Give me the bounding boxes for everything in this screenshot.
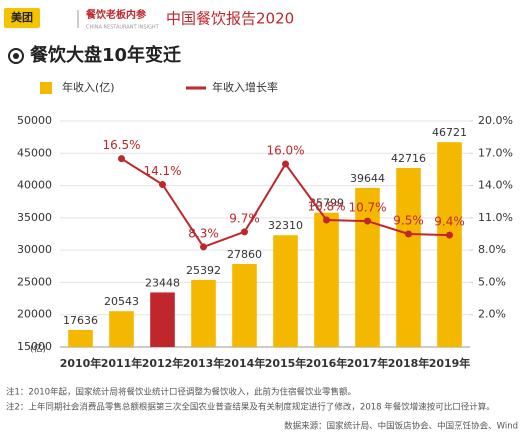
note: 注1：2010年起，国家统计局将餐饮业统计口径调整为餐饮收入，此前为住宿餐饮业零… <box>6 387 356 398</box>
x-tick-label: 2010年 <box>60 356 102 370</box>
bar <box>232 263 257 347</box>
x-tick-label: 2016年 <box>306 356 348 370</box>
line-point <box>159 180 166 188</box>
bar <box>396 168 421 347</box>
bar <box>109 311 134 347</box>
x-tick-label: 2011年 <box>101 356 143 370</box>
y-tick-label: 20000 <box>17 308 52 321</box>
partner-sub: CHINA RESTAURANT INSIGHT <box>86 25 160 31</box>
line-value-label: 16.5% <box>102 138 140 152</box>
line-point <box>118 155 125 163</box>
line-value-label: 9.7% <box>229 211 260 225</box>
line-value-label: 14.1% <box>143 164 181 178</box>
line-value-label: 10.7% <box>348 201 386 215</box>
line-value-label: 10.8% <box>307 200 345 214</box>
y-tick-label: 25000 <box>17 275 52 288</box>
line-point <box>200 243 207 251</box>
line-point <box>241 228 248 236</box>
y2-tick-label: 8.0% <box>478 243 506 256</box>
y-tick-label: 40000 <box>17 179 52 192</box>
x-tick-label: 2017年 <box>347 356 389 370</box>
y2-tick-label: 20.0% <box>478 114 513 127</box>
bar <box>314 212 339 347</box>
brand: 美团 <box>11 10 33 24</box>
title-icon <box>8 48 24 64</box>
y-unit: (亿) <box>30 343 46 355</box>
y2-tick-label: 14.0% <box>478 179 513 192</box>
line-value-label: 9.4% <box>434 215 465 229</box>
x-tick-label: 2014年 <box>224 356 266 370</box>
bar-value-label: 25392 <box>186 264 221 277</box>
y2-tick-label: 11.0% <box>478 211 513 224</box>
bar <box>68 329 93 347</box>
report-title: 中国餐饮报告2020 <box>166 10 294 28</box>
bar <box>437 142 462 347</box>
y-tick-label: 45000 <box>17 146 52 159</box>
bar <box>191 279 216 347</box>
note: 注2：上年同期社会消费品零售总额根据第三次全国农业普查结果及有关制度规定进行了修… <box>6 402 495 413</box>
bar-value-label: 23448 <box>145 276 180 289</box>
bar-value-label: 39644 <box>350 172 385 185</box>
bar <box>273 235 298 347</box>
y-tick-label: 15000 <box>17 340 52 353</box>
line-value-label: 8.3% <box>188 226 219 240</box>
bar-value-label: 17636 <box>63 314 98 327</box>
x-tick-label: 2019年 <box>429 356 471 370</box>
line-point <box>323 216 330 224</box>
y2-tick-label: 17.0% <box>478 146 513 159</box>
line-point <box>405 230 412 238</box>
source: 数据来源：国家统计局、中国饭店协会、中国烹饪协会、Wind <box>284 421 518 432</box>
bar-value-label: 27860 <box>227 248 262 261</box>
y-tick-label: 35000 <box>17 211 52 224</box>
x-tick-label: 2018年 <box>388 356 430 370</box>
line-point <box>364 217 371 225</box>
chart-title: 餐饮大盘10年变迁 <box>29 44 181 66</box>
bar-value-label: 46721 <box>432 126 467 139</box>
y-tick-label: 50000 <box>17 114 52 127</box>
partner: 餐饮老板内参 <box>85 8 146 21</box>
y2-tick-label: 5.0% <box>478 275 506 288</box>
bar-value-label: 32310 <box>268 219 303 232</box>
brand-logo <box>4 8 40 28</box>
y-tick-label: 30000 <box>17 243 52 256</box>
legend-swatch <box>40 82 52 94</box>
line-value-label: 16.0% <box>266 144 304 158</box>
x-tick-label: 2015年 <box>265 356 307 370</box>
line-value-label: 9.5% <box>393 214 424 228</box>
line-point <box>446 231 453 239</box>
bar-value-label: 42716 <box>391 152 426 165</box>
line-point <box>282 160 289 168</box>
bar-value-label: 20543 <box>104 295 139 308</box>
legend-label: 年收入增长率 <box>212 80 278 94</box>
x-tick-label: 2013年 <box>183 356 225 370</box>
x-tick-label: 2012年 <box>142 356 184 370</box>
bar <box>150 292 175 347</box>
bar <box>355 187 380 347</box>
y2-tick-label: 2.0% <box>478 308 506 321</box>
title-icon <box>13 53 19 59</box>
legend-label: 年收入(亿) <box>62 80 115 94</box>
